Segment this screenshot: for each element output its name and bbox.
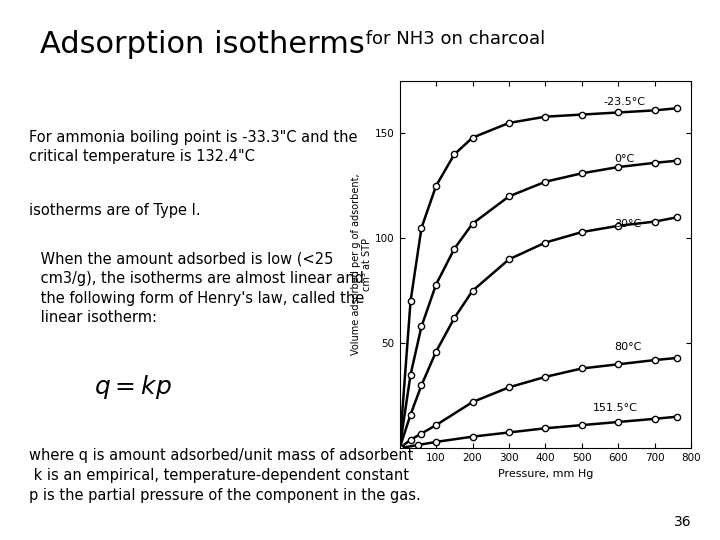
Text: where q is amount adsorbed/unit mass of adsorbent
 k is an empirical, temperatur: where q is amount adsorbed/unit mass of … bbox=[29, 448, 420, 503]
Text: When the amount adsorbed is low (<25
 cm3/g), the isotherms are almost linear an: When the amount adsorbed is low (<25 cm3… bbox=[36, 251, 364, 326]
Text: 36: 36 bbox=[674, 515, 691, 529]
Text: Adsorption isotherms: Adsorption isotherms bbox=[40, 30, 364, 59]
Text: 80°C: 80°C bbox=[615, 342, 642, 353]
Text: for NH3 on charcoal: for NH3 on charcoal bbox=[360, 30, 545, 48]
Text: 30°C: 30°C bbox=[615, 219, 642, 228]
X-axis label: Pressure, mm Hg: Pressure, mm Hg bbox=[498, 469, 593, 478]
Text: $q = kp$: $q = kp$ bbox=[94, 373, 171, 401]
Y-axis label: Volume adsorbed per g of adsorbent,
cm³ at STP: Volume adsorbed per g of adsorbent, cm³ … bbox=[351, 174, 372, 355]
Text: 151.5°C: 151.5°C bbox=[593, 403, 638, 413]
Text: -23.5°C: -23.5°C bbox=[603, 97, 646, 107]
Text: For ammonia boiling point is -33.3"C and the
critical temperature is 132.4"C: For ammonia boiling point is -33.3"C and… bbox=[29, 130, 357, 164]
Text: isotherms are of Type I.: isotherms are of Type I. bbox=[29, 202, 200, 218]
Text: 0°C: 0°C bbox=[615, 154, 635, 164]
